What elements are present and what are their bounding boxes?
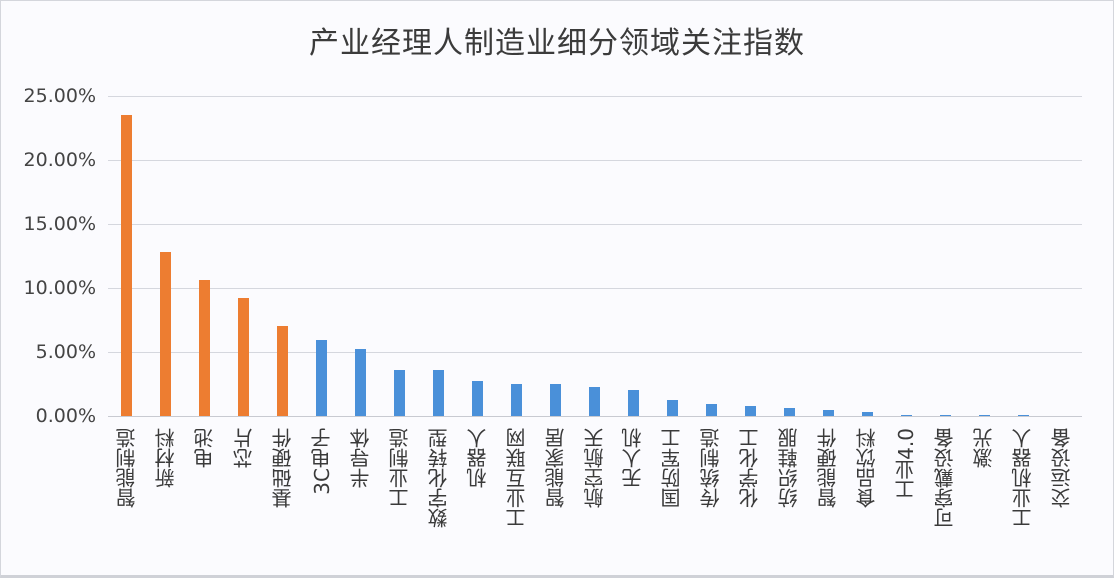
- bar: [472, 381, 484, 416]
- bar: [705, 403, 717, 416]
- x-tick-label: 国防军工: [660, 428, 685, 508]
- x-tick-label: 机器人: [465, 428, 490, 488]
- x-tick-label: 智能制造: [114, 428, 139, 508]
- x-tick-label: 交运设备: [1050, 428, 1075, 508]
- x-tick-label: 可穿戴设备: [933, 428, 958, 528]
- x-tick-label: 激光: [972, 428, 997, 468]
- x-tick-label: 芯片: [231, 428, 256, 468]
- gridline: [108, 160, 1082, 161]
- y-tick-label: 20.00%: [23, 149, 96, 171]
- bar: [394, 369, 406, 416]
- bar: [627, 390, 639, 416]
- bar: [316, 340, 328, 416]
- bar: [900, 414, 912, 416]
- y-tick-label: 15.00%: [23, 213, 96, 235]
- bar: [121, 115, 133, 416]
- x-tick-label: 智能硬件: [816, 428, 841, 508]
- x-tick-label: 航空航天: [582, 428, 607, 508]
- x-tick-label: 智能家居: [543, 428, 568, 508]
- x-tick-label: 电池: [192, 428, 217, 468]
- bar: [589, 386, 600, 416]
- bar: [666, 400, 678, 416]
- bar: [199, 280, 211, 416]
- plot-area: [108, 96, 1082, 417]
- x-tick-label: 新材料: [153, 428, 178, 488]
- x-tick-label: 半导体: [348, 428, 373, 488]
- bar: [978, 414, 990, 416]
- gridline: [108, 352, 1082, 353]
- bar: [744, 405, 756, 416]
- bar: [511, 384, 523, 416]
- bar: [783, 408, 795, 416]
- bar: [550, 384, 562, 416]
- y-tick-label: 0.00%: [35, 405, 96, 427]
- x-tick-label: 3C电子: [309, 428, 334, 495]
- bar: [822, 410, 834, 416]
- bar: [160, 252, 172, 416]
- y-tick-label: 25.00%: [23, 85, 96, 107]
- x-tick-label: 无人机: [621, 428, 646, 488]
- bar: [238, 298, 250, 416]
- bar: [861, 412, 873, 416]
- bar: [939, 414, 951, 416]
- chart-title: 产业经理人制造业细分领域关注指数: [309, 26, 805, 61]
- x-tick-label: 基础硬件: [270, 428, 295, 508]
- x-tick-label: 食品饮料: [855, 428, 880, 508]
- gridline: [108, 224, 1082, 225]
- x-tick-label: 工业4.0: [894, 428, 919, 500]
- bar: [1017, 414, 1029, 416]
- x-tick-label: 工业制造: [387, 428, 412, 508]
- y-tick-label: 5.00%: [35, 341, 96, 363]
- x-tick-label: 传统制造: [699, 428, 724, 508]
- gridline: [108, 96, 1082, 97]
- x-tick-label: 工业机器人: [1011, 428, 1036, 528]
- bar: [277, 326, 289, 416]
- x-tick-label: 化学化工: [738, 428, 763, 508]
- bar: [433, 369, 445, 416]
- gridline: [108, 288, 1082, 289]
- x-tick-label: 纺织鞋服: [777, 428, 802, 508]
- bar: [355, 349, 367, 416]
- y-tick-label: 10.00%: [23, 277, 96, 299]
- x-axis-line: [108, 416, 1082, 417]
- x-tick-label: 数字化转型: [426, 428, 451, 528]
- x-tick-label: 工业互联网: [504, 428, 529, 528]
